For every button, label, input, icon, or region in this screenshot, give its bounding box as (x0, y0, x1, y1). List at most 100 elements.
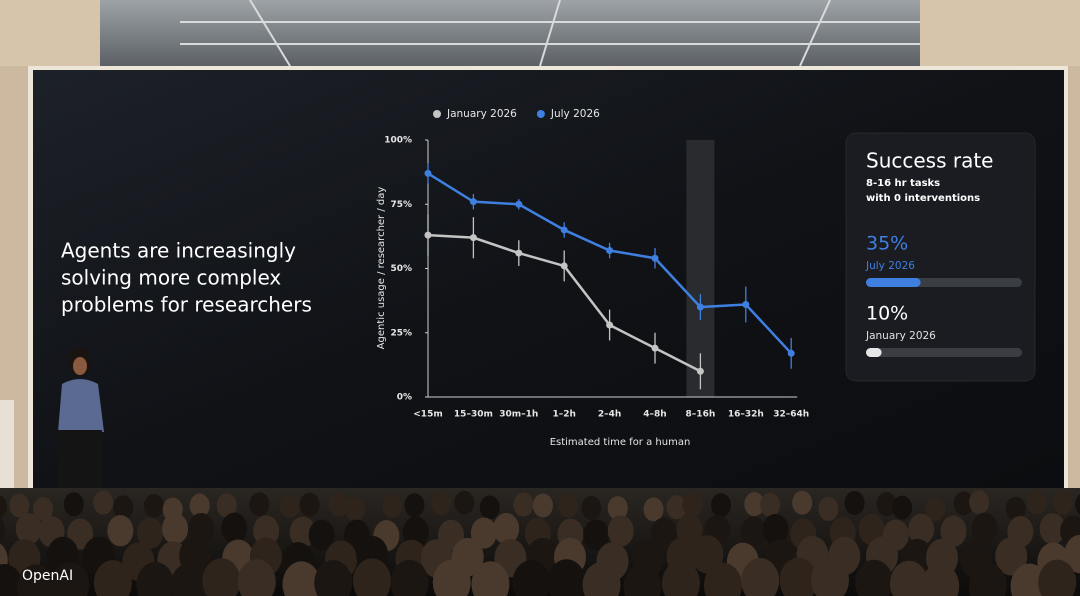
legend-marker (536, 110, 545, 118)
audience-head (892, 495, 913, 520)
audience-head (1005, 496, 1026, 521)
audience-head (432, 559, 471, 596)
audience-head (607, 515, 634, 547)
audience-head (0, 517, 5, 542)
progress-fill (866, 278, 921, 287)
y-tick-label: 0% (397, 393, 412, 403)
audience-head (237, 559, 276, 596)
audience-head (63, 492, 84, 517)
card-subtitle: 8-16 hr tasks (866, 178, 940, 189)
audience-head (279, 493, 300, 518)
audience-head (33, 497, 54, 522)
headline: Agents are increasingly solving more com… (61, 239, 312, 317)
audience-head (792, 490, 813, 515)
audience-head (740, 516, 767, 548)
audience-head (682, 492, 703, 517)
audience-head (583, 519, 610, 551)
wall-panel (920, 0, 1080, 66)
data-point (606, 247, 614, 255)
y-tick-label: 100% (384, 136, 412, 146)
x-tick-label: 16–32h (728, 410, 764, 420)
audience-head (779, 557, 818, 596)
data-point (469, 198, 477, 206)
audience-head (513, 492, 534, 517)
podium (0, 400, 14, 500)
data-point (469, 234, 477, 242)
audience-head (921, 563, 960, 596)
audience-head (876, 492, 897, 517)
audience-head (51, 562, 90, 596)
audience-head (607, 496, 628, 521)
data-point (424, 169, 432, 177)
audience-head (188, 512, 215, 545)
audience-head (15, 513, 42, 545)
headline-line: problems for researchers (61, 293, 312, 317)
stat-value: 35% (866, 233, 908, 255)
headline-line: solving more complex (61, 266, 281, 290)
audience-head (661, 560, 700, 596)
audience-head (353, 558, 392, 596)
audience-head (402, 516, 429, 548)
audience-head (908, 513, 935, 545)
audience-head (216, 493, 237, 518)
data-point (515, 249, 523, 257)
audience-head (9, 493, 30, 518)
data-point (696, 367, 704, 375)
audience-head (643, 497, 664, 522)
x-tick-label: 15–30m (454, 410, 493, 420)
audience-head (547, 559, 586, 596)
audience-head (16, 564, 55, 596)
data-point (606, 321, 614, 329)
audience-head (454, 490, 475, 515)
audience-head (762, 513, 789, 546)
data-point (651, 254, 659, 262)
audience-heads (0, 490, 1080, 596)
y-tick-label: 25% (390, 328, 412, 338)
x-tick-label: 2–4h (598, 410, 621, 420)
audience-head (844, 491, 865, 516)
stat-label: July 2026 (865, 260, 915, 272)
audience-head (345, 497, 366, 522)
ceiling (0, 0, 1080, 66)
success-card: Success rate 8-16 hr tasks with 0 interv… (845, 132, 1036, 382)
audience-head (170, 562, 209, 596)
audience-head (404, 493, 425, 518)
legend-label: July 2026 (550, 108, 600, 120)
audience-head (968, 563, 1007, 596)
audience-head (93, 560, 132, 596)
audience-head (582, 562, 621, 596)
x-tick-label: 32–64h (773, 410, 809, 420)
data-point (424, 231, 432, 239)
audience-head (328, 492, 349, 517)
progress-track (866, 348, 1022, 357)
x-axis-label: Estimated time for a human (550, 437, 691, 448)
audience-head (0, 495, 7, 518)
data-point (515, 200, 523, 208)
audience-head (1026, 490, 1047, 515)
audience-head (818, 496, 839, 521)
audience-head (314, 560, 353, 596)
legend-label: January 2026 (446, 108, 517, 120)
stat-label: January 2026 (865, 330, 936, 342)
data-point (787, 349, 795, 357)
audience-head (810, 557, 849, 596)
audience-head (253, 515, 280, 547)
audience-head (760, 492, 781, 517)
audience-head (202, 558, 241, 596)
stat-value: 10% (866, 303, 908, 325)
audience-head (299, 492, 320, 517)
x-tick-label: 4–8h (643, 410, 666, 420)
data-point (696, 303, 704, 311)
y-axis-label: Agentic usage / researcher / day (376, 187, 387, 350)
audience-head (623, 564, 662, 596)
headline-line: Agents are increasingly (61, 239, 296, 263)
audience-head (676, 513, 703, 545)
progress-fill (866, 348, 882, 357)
audience-head (93, 490, 114, 515)
x-tick-label: <15m (413, 410, 442, 420)
audience-head (162, 513, 189, 545)
data-point (560, 262, 568, 270)
audience-head (971, 512, 998, 544)
